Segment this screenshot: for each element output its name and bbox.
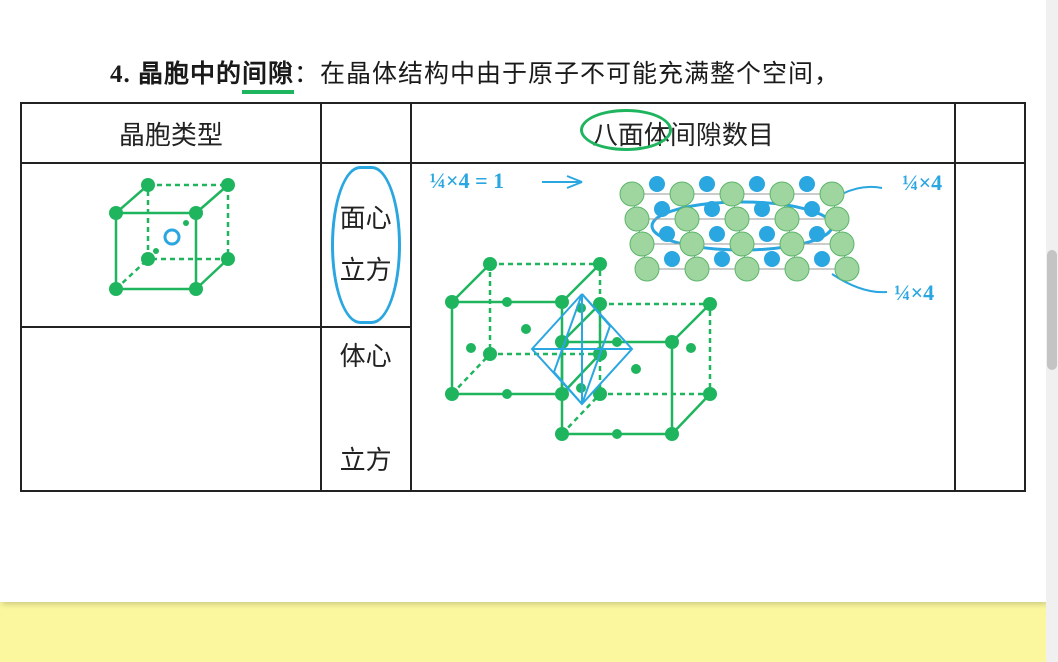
cell-bcc-label: 体心 立方	[321, 327, 411, 491]
document-page: 4. 晶胞中的间隙：在晶体结构中由于原子不可能充满整个空间， 晶胞类型 八面体间…	[0, 0, 1046, 602]
cell-simple-cube	[21, 163, 321, 327]
col3-rest: 间隙数目	[670, 121, 774, 150]
simple-cube-diagram	[86, 167, 256, 317]
heading-bold: 晶胞中的	[138, 61, 242, 88]
col-header-blank	[321, 103, 411, 163]
heading-colon: ：	[294, 61, 320, 88]
section-heading: 4. 晶胞中的间隙：在晶体结构中由于原子不可能充满整个空间，	[110, 54, 840, 90]
heading-rest: 在晶体结构中由于原子不可能充满整个空间，	[320, 61, 840, 88]
vertical-scrollbar[interactable]	[1046, 0, 1058, 662]
cell-extra	[955, 163, 1025, 491]
cell-bcc-blank	[21, 327, 321, 491]
heading-underlined: 间隙	[242, 61, 294, 94]
content-table: 晶胞类型 八面体间隙数目	[20, 102, 1026, 492]
cell-diagrams: ¼×4 = 1 ¼×4 ¼×4	[411, 163, 956, 491]
col-header-oct: 八面体间隙数目	[411, 103, 956, 163]
cell-fcc-label: 面心 立方	[321, 163, 411, 327]
green-circle-annotation	[580, 109, 672, 151]
col-header-extra	[955, 103, 1025, 163]
cubes-octahedron-diagram	[432, 254, 792, 484]
heading-number: 4.	[110, 61, 131, 88]
fcc-label-circled: 面心 立方	[331, 166, 401, 324]
scrollbar-thumb[interactable]	[1047, 250, 1057, 370]
col-header-type: 晶胞类型	[21, 103, 321, 163]
